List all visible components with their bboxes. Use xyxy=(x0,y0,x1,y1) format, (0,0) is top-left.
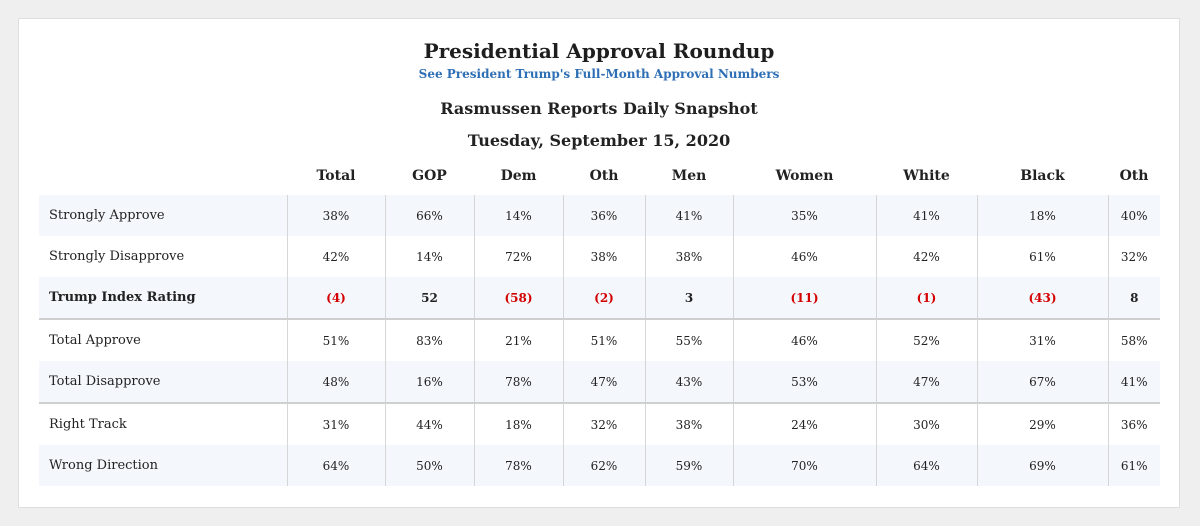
table-cell: (58) xyxy=(473,277,563,319)
table-cell: 66% xyxy=(384,195,474,236)
table-cell: 61% xyxy=(976,236,1108,277)
table-cell: 18% xyxy=(473,402,563,445)
table-cell: 46% xyxy=(732,318,876,361)
table-row: Wrong Direction 64% 50% 78% 62% 59% 70% 64% 69% 6… xyxy=(39,445,1160,486)
column-header-oth-party: Oth xyxy=(589,168,619,184)
row-label: Total Disapprove xyxy=(39,361,287,403)
table-cell: 8 xyxy=(1107,277,1160,319)
table-cell: 48% xyxy=(286,361,385,403)
table-cell: 32% xyxy=(1107,236,1160,277)
table-cell: 40% xyxy=(1107,195,1160,236)
table-body: Strongly Approve 38% 66% 14% 36% 41% 35% 41% 18%… xyxy=(39,195,1160,486)
approval-card: Presidential Approval Roundup See Presid… xyxy=(18,18,1180,508)
table-cell: 83% xyxy=(384,318,474,361)
table-cell: 31% xyxy=(286,402,385,445)
table-cell: 47% xyxy=(875,361,977,403)
table-cell: 35% xyxy=(732,195,876,236)
table-cell: 29% xyxy=(976,402,1108,445)
table-cell: 18% xyxy=(976,195,1108,236)
table-row: Total Approve 51% 83% 21% 51% 55% 46% 52% 31% 58% xyxy=(39,318,1160,361)
table-cell: 59% xyxy=(644,445,733,486)
full-month-link[interactable]: See President Trump's Full-Month Approva… xyxy=(418,67,780,81)
table-cell: 3 xyxy=(644,277,733,319)
column-header-women: Women xyxy=(775,168,834,184)
table-cell: 32% xyxy=(562,402,645,445)
table-cell: 41% xyxy=(644,195,733,236)
table-cell: 67% xyxy=(976,361,1108,403)
table-cell: 53% xyxy=(732,361,876,403)
table-cell: 72% xyxy=(473,236,563,277)
table-cell: 44% xyxy=(384,402,474,445)
table-cell: 24% xyxy=(732,402,876,445)
table-cell: 42% xyxy=(875,236,977,277)
table-cell: 43% xyxy=(644,361,733,403)
table-cell: 42% xyxy=(286,236,385,277)
column-header-dem: Dem xyxy=(500,168,537,184)
table-cell: 38% xyxy=(644,236,733,277)
table-cell: 41% xyxy=(875,195,977,236)
table-header-row: Total GOP Dem Oth Men Women White Black … xyxy=(39,157,1160,195)
row-label: Right Track xyxy=(39,402,287,445)
snapshot-heading: Rasmussen Reports Daily Snapshot xyxy=(440,99,758,118)
column-header-oth-race: Oth xyxy=(1119,168,1149,184)
table-cell: 38% xyxy=(286,195,385,236)
table-row: Right Track 31% 44% 18% 32% 38% 24% 30% 29% 36% xyxy=(39,402,1160,445)
row-label: Total Approve xyxy=(39,318,287,361)
approval-table: Total GOP Dem Oth Men Women White Black … xyxy=(39,157,1160,486)
table-cell: 41% xyxy=(1107,361,1160,403)
table-cell: 14% xyxy=(473,195,563,236)
table-cell: 52% xyxy=(875,318,977,361)
table-cell: (11) xyxy=(732,277,876,319)
table-cell: 70% xyxy=(732,445,876,486)
table-row: Strongly Approve 38% 66% 14% 36% 41% 35% 41% 18%… xyxy=(39,195,1160,236)
table-cell: 16% xyxy=(384,361,474,403)
table-cell: 78% xyxy=(473,361,563,403)
table-cell: (43) xyxy=(976,277,1108,319)
table-cell: 50% xyxy=(384,445,474,486)
table-cell: (2) xyxy=(562,277,645,319)
column-header-white: White xyxy=(903,168,950,184)
table-cell: 38% xyxy=(562,236,645,277)
table-cell: 36% xyxy=(1107,402,1160,445)
table-cell: 30% xyxy=(875,402,977,445)
table-cell: 14% xyxy=(384,236,474,277)
row-label: Wrong Direction xyxy=(39,445,287,486)
table-cell: 64% xyxy=(875,445,977,486)
column-header-total: Total xyxy=(316,168,356,184)
header-blank xyxy=(39,157,287,195)
table-row: Trump Index Rating (4) 52 (58) (2) 3 (11) (1) (4… xyxy=(39,277,1160,319)
table-cell: 61% xyxy=(1107,445,1160,486)
table-row: Total Disapprove 48% 16% 78% 47% 43% 53% 47% 67%… xyxy=(39,361,1160,403)
table-cell: 47% xyxy=(562,361,645,403)
column-header-gop: GOP xyxy=(412,168,447,184)
table-cell: 51% xyxy=(562,318,645,361)
table-cell: 21% xyxy=(473,318,563,361)
table-cell: 78% xyxy=(473,445,563,486)
row-label: Trump Index Rating xyxy=(39,277,287,319)
page-title: Presidential Approval Roundup xyxy=(423,39,775,63)
table-row: Strongly Disapprove 42% 14% 72% 38% 38% 46% 42%… xyxy=(39,236,1160,277)
table-cell: 51% xyxy=(286,318,385,361)
table-cell: 52 xyxy=(384,277,474,319)
table-cell: 62% xyxy=(562,445,645,486)
table-cell: 58% xyxy=(1107,318,1160,361)
table-cell: 69% xyxy=(976,445,1108,486)
table-cell: 55% xyxy=(644,318,733,361)
row-label: Strongly Approve xyxy=(39,195,287,236)
table-cell: (4) xyxy=(286,277,385,319)
table-cell: (1) xyxy=(875,277,977,319)
table-cell: 31% xyxy=(976,318,1108,361)
snapshot-date: Tuesday, September 15, 2020 xyxy=(467,131,731,150)
row-label: Strongly Disapprove xyxy=(39,236,287,277)
column-header-men: Men xyxy=(671,168,707,184)
table-cell: 46% xyxy=(732,236,876,277)
table-cell: 64% xyxy=(286,445,385,486)
table-cell: 36% xyxy=(562,195,645,236)
table-cell: 38% xyxy=(644,402,733,445)
column-header-black: Black xyxy=(1020,168,1065,184)
